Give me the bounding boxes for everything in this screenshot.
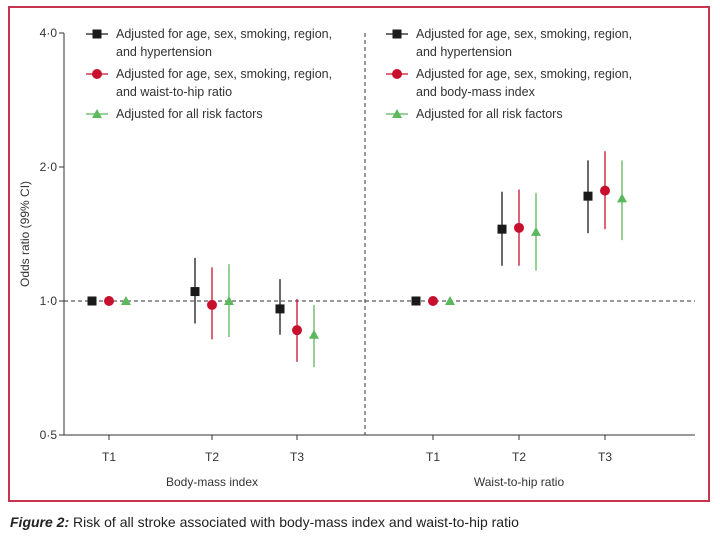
x-tick-label: T3	[290, 450, 304, 464]
legend-text: Adjusted for age, sex, smoking, region,	[416, 67, 632, 81]
x-axis-label: Body-mass index	[166, 475, 258, 489]
figure-caption: Figure 2: Risk of all stroke associated …	[10, 514, 519, 530]
data-point-triangle	[531, 226, 541, 236]
legend-text: and waist-to-hip ratio	[116, 85, 232, 99]
data-point-triangle	[224, 296, 234, 305]
legend-marker-triangle	[92, 109, 102, 118]
data-point-circle	[514, 222, 524, 233]
legend-marker-square	[392, 29, 402, 39]
data-point-circle	[428, 296, 438, 306]
legend-text: Adjusted for age, sex, smoking, region,	[116, 67, 332, 81]
data-point-triangle	[121, 296, 131, 305]
data-point-square	[87, 296, 97, 306]
legend-marker-circle	[392, 69, 402, 79]
legend-text: and hypertension	[416, 45, 512, 59]
x-axis-label: Waist-to-hip ratio	[474, 475, 565, 489]
data-point-triangle	[617, 193, 627, 203]
legend-text: and body-mass index	[416, 85, 536, 99]
figure-frame	[8, 6, 710, 502]
legend-marker-circle	[92, 69, 102, 79]
y-tick-label: 2·0	[40, 160, 58, 174]
data-point-square	[190, 287, 200, 297]
x-tick-label: T2	[512, 450, 526, 464]
data-point-square	[411, 296, 421, 306]
x-tick-label: T1	[426, 450, 440, 464]
data-point-square	[275, 304, 285, 314]
legend-text: and hypertension	[116, 45, 212, 59]
data-point-circle	[104, 296, 114, 306]
caption-label: Figure 2:	[10, 514, 70, 530]
legend-text: Adjusted for age, sex, smoking, region,	[416, 27, 632, 41]
data-point-circle	[207, 299, 217, 310]
y-tick-label: 0·5	[40, 428, 58, 442]
caption-text: Risk of all stroke associated with body-…	[73, 514, 519, 530]
data-point-square	[583, 191, 593, 201]
legend-text: Adjusted for all risk factors	[116, 107, 263, 121]
data-point-triangle	[445, 296, 455, 305]
legend-marker-square	[92, 29, 102, 39]
data-point-triangle	[309, 329, 319, 339]
legend-marker-triangle	[392, 109, 402, 118]
x-tick-label: T2	[205, 450, 219, 464]
x-tick-label: T1	[102, 450, 116, 464]
x-tick-label: T3	[598, 450, 612, 464]
data-point-circle	[600, 185, 610, 196]
data-point-square	[497, 224, 507, 234]
data-point-circle	[292, 325, 302, 336]
y-axis-label: Odds ratio (99% CI)	[18, 181, 32, 287]
legend-text: Adjusted for all risk factors	[416, 107, 563, 121]
y-tick-label: 4·0	[40, 26, 58, 40]
legend-text: Adjusted for age, sex, smoking, region,	[116, 27, 332, 41]
y-tick-label: 1·0	[40, 294, 58, 308]
